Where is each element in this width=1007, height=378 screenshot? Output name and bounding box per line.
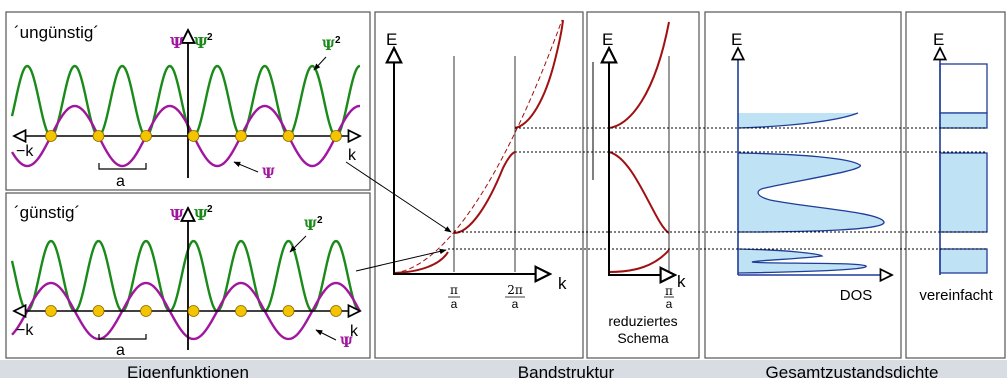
band-e-label: E xyxy=(386,30,397,49)
reduced-k-label: k xyxy=(677,272,686,291)
dos-e-label: E xyxy=(731,30,742,49)
bottom-atom-5 xyxy=(282,305,295,317)
simplified-band-1 xyxy=(939,248,988,274)
pointer-psi2-top xyxy=(313,56,327,71)
band-1-curve xyxy=(393,251,449,274)
reduced-band-1 xyxy=(608,249,670,273)
bottom-atom-2 xyxy=(140,305,152,317)
psi2-sup-bottom: 2 xyxy=(207,204,213,215)
reduced-e-label: E xyxy=(602,30,613,49)
band-tick2-num: 2π xyxy=(507,283,523,297)
top-atom-3 xyxy=(187,130,200,142)
panel-title-top: ´ungünstig´ xyxy=(14,23,99,42)
spacing-bracket-bottom xyxy=(98,334,147,340)
axis-minus-k-top: −k xyxy=(16,143,34,160)
simplified-caption: vereinfacht xyxy=(919,287,993,304)
psi-label-bottom: Ψ xyxy=(170,206,184,224)
psi2-label-top: Ψ xyxy=(194,34,208,52)
connector-arrow-top xyxy=(345,161,452,233)
panel-unguenstig: ´ungünstig´ Ψ Ψ 2 Ψ 2 Ψ −k k a xyxy=(5,11,371,191)
curve-label-psi2-sup-bottom: 2 xyxy=(317,215,323,226)
simplified-band-2 xyxy=(939,152,988,233)
psi-curve-top xyxy=(10,104,361,168)
top-atom-4 xyxy=(235,130,247,142)
caption-bar xyxy=(0,360,1007,378)
reduced-band-3 xyxy=(608,21,670,129)
pointer-psi2-bottom xyxy=(289,235,307,253)
curve-label-psi-top: Ψ xyxy=(262,166,275,182)
band-2-curve xyxy=(453,151,516,234)
bottom-atom-4 xyxy=(235,305,247,317)
panel-frame-band xyxy=(374,11,584,359)
free-electron-parabola xyxy=(393,19,563,274)
psi-curve-bottom xyxy=(11,281,362,341)
spacing-bracket-top xyxy=(98,163,147,170)
dos-band-1-edge xyxy=(737,248,867,274)
dos-band-2 xyxy=(738,153,885,232)
axis-k-top: k xyxy=(348,147,357,164)
simplified-band-3 xyxy=(939,112,988,129)
axis-minus-k-bottom: −k xyxy=(16,322,34,339)
curve-label-psi2-sup-top: 2 xyxy=(335,35,341,46)
band-tick1-den: a xyxy=(451,297,458,311)
simplified-e-label: E xyxy=(933,30,944,49)
top-atom-0 xyxy=(45,130,57,142)
caption-gesamtzustandsdichte: Gesamtzustandsdichte xyxy=(766,363,939,378)
panel-frame-dos xyxy=(704,11,902,359)
panel-vereinfacht: E vereinfacht xyxy=(905,11,1006,359)
reduced-tick-den: a xyxy=(666,297,673,311)
axis-k-bottom: k xyxy=(350,323,359,340)
panel-guenstig: ´günstig´ Ψ Ψ 2 Ψ 2 Ψ −k k a xyxy=(5,192,371,359)
dos-band-3 xyxy=(738,113,858,128)
psi-label-top: Ψ xyxy=(170,34,184,52)
psi2-sup-top: 2 xyxy=(207,32,213,43)
spacing-label-top: a xyxy=(116,173,125,190)
simplified-band-top-empty xyxy=(939,63,988,114)
curve-label-psi2-bottom: Ψ xyxy=(304,218,317,234)
curve-label-psi2-top: Ψ xyxy=(322,38,335,54)
bottom-atom-0 xyxy=(45,305,57,317)
reduced-caption-line1: reduziertes xyxy=(608,313,677,329)
reduced-caption-line2: Schema xyxy=(617,330,669,346)
reduced-band-2 xyxy=(608,151,670,234)
dos-band-1 xyxy=(738,249,867,273)
band-tick2-den: a xyxy=(512,297,519,311)
top-atom-5 xyxy=(282,130,295,142)
band-3-curve xyxy=(514,19,564,129)
panel-frame-reduced xyxy=(586,11,700,359)
panel-reduziertes-schema: E k π a reduziertes Schema xyxy=(586,11,700,359)
bottom-atom-3 xyxy=(187,305,200,317)
top-atom-1 xyxy=(92,130,105,142)
band-k-label: k xyxy=(558,274,567,293)
energy-level-guides xyxy=(448,127,987,250)
reduced-tick-num: π xyxy=(665,284,673,298)
caption-eigenfunktionen: Eigenfunktionen xyxy=(127,363,249,378)
pointer-psi-top xyxy=(233,161,259,173)
dos-band-2-edge xyxy=(737,152,885,233)
top-atom-2 xyxy=(140,130,152,142)
bottom-atom-6 xyxy=(330,305,342,317)
bottom-atom-1 xyxy=(92,305,105,317)
psi2-label-bottom: Ψ xyxy=(194,206,208,224)
dos-caption: DOS xyxy=(840,287,873,304)
panel-dos: E DOS xyxy=(704,11,902,359)
caption-bandstruktur: Bandstruktur xyxy=(518,363,615,378)
band-tick1-num: π xyxy=(450,283,458,297)
panel-bandstruktur: E k π a 2π a xyxy=(374,11,584,359)
dos-band-3-edge xyxy=(737,112,859,129)
spacing-label-bottom: a xyxy=(116,342,125,359)
curve-label-psi-bottom: Ψ xyxy=(340,335,353,351)
pointer-psi-bottom xyxy=(315,329,337,341)
connector-arrow-bottom xyxy=(355,248,447,272)
panel-title-bottom: ´günstig´ xyxy=(14,203,80,222)
top-atom-6 xyxy=(330,130,342,142)
